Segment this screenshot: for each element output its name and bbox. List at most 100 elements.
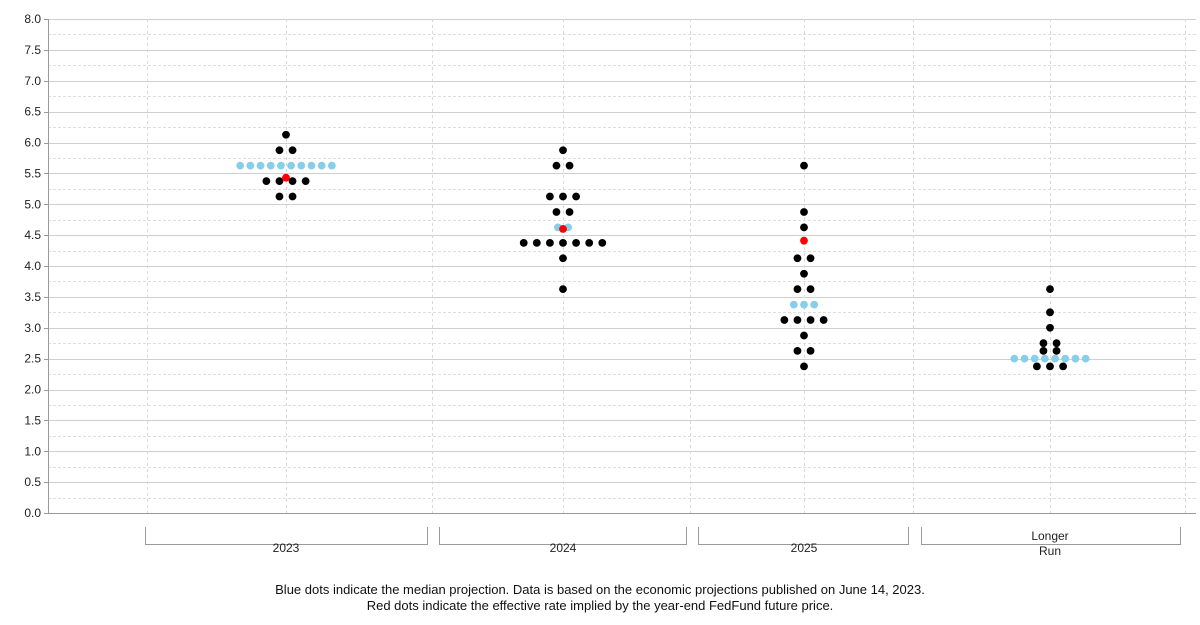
participant-dot xyxy=(793,347,802,355)
participant-dot xyxy=(1039,339,1048,348)
median-dot xyxy=(327,161,336,170)
participant-dot xyxy=(1046,308,1054,317)
y-tick-label: 1.5 xyxy=(24,413,41,427)
median-dot xyxy=(789,300,798,309)
participant-dot xyxy=(572,238,580,247)
median-dot xyxy=(307,161,316,170)
participant-dot xyxy=(793,254,802,263)
participant-dot xyxy=(800,223,808,232)
participant-dot xyxy=(800,362,808,371)
participant-dot xyxy=(546,238,554,247)
implied-rate-dot xyxy=(282,173,290,182)
y-tick-label: 6.0 xyxy=(24,136,41,150)
median-dot xyxy=(1041,354,1049,363)
median-dot xyxy=(317,161,326,170)
participant-dot xyxy=(800,161,808,170)
median-dot xyxy=(256,161,265,170)
median-dot xyxy=(1030,354,1039,363)
participant-dot xyxy=(780,316,789,324)
participant-dot xyxy=(552,208,561,216)
median-dot xyxy=(1071,354,1080,363)
participant-dot xyxy=(275,177,284,185)
participant-dot xyxy=(532,238,541,247)
participant-dot xyxy=(301,177,310,185)
implied-rate-dot xyxy=(800,236,808,245)
caption-line-median: Blue dots indicate the median projection… xyxy=(275,582,925,597)
category-bracket xyxy=(698,527,909,545)
y-tick-label: 7.5 xyxy=(24,43,41,57)
y-tick-label: 8.0 xyxy=(24,12,41,26)
participant-dot xyxy=(288,146,297,155)
participant-dot xyxy=(275,146,284,155)
median-dot xyxy=(1061,354,1070,363)
participant-dot xyxy=(288,192,297,201)
x-tick-label: Longer xyxy=(1031,529,1068,543)
category-bracket xyxy=(145,527,428,545)
participant-dot xyxy=(288,177,297,185)
median-dot xyxy=(236,161,245,170)
participant-dot xyxy=(546,192,554,201)
median-dot xyxy=(287,161,295,170)
participant-dot xyxy=(1046,285,1054,294)
median-dot xyxy=(277,161,285,170)
participant-dot xyxy=(1046,362,1054,371)
participant-dot xyxy=(559,238,567,247)
participant-dot xyxy=(572,192,580,201)
median-dot xyxy=(1051,354,1059,363)
y-tick-label: 1.0 xyxy=(24,444,41,458)
participant-dot xyxy=(800,208,808,216)
participant-dot xyxy=(275,192,284,201)
grid-lines xyxy=(48,19,1196,514)
implied-rate-dot xyxy=(559,225,567,233)
participant-dot xyxy=(565,161,574,170)
participant-dot xyxy=(1059,362,1067,371)
median-dot xyxy=(266,161,275,170)
median-dot xyxy=(1081,354,1090,363)
median-dot xyxy=(246,161,255,170)
participant-dot xyxy=(806,285,815,294)
participant-dot xyxy=(598,238,607,247)
participant-dot xyxy=(519,238,528,247)
x-tick-label: 2023 xyxy=(273,541,300,555)
participant-dot xyxy=(565,208,574,216)
y-tick-label: 3.0 xyxy=(24,321,41,335)
y-tick-label: 6.5 xyxy=(24,105,41,119)
participant-dot xyxy=(1039,347,1048,355)
y-tick-label: 4.5 xyxy=(24,228,41,242)
participant-dot xyxy=(559,254,567,263)
x-tick-label: 2025 xyxy=(791,541,818,555)
y-tick-label: 4.0 xyxy=(24,259,41,273)
y-axis: 0.0 0.5 1.0 1.5 2.0 2.5 3.0 3.5 4.0 4.5 5.0 5.5 6.0 6… xyxy=(24,12,49,520)
participant-dot xyxy=(806,254,815,263)
participant-dot xyxy=(262,177,271,185)
y-tick-label: 2.0 xyxy=(24,383,41,397)
participant-dot xyxy=(559,192,567,201)
y-tick-label: 7.0 xyxy=(24,74,41,88)
y-tick-label: 2.5 xyxy=(24,352,41,366)
participant-dot xyxy=(793,285,802,294)
chart-caption: Blue dots indicate the median projection… xyxy=(0,582,1200,614)
median-dot xyxy=(800,300,808,309)
y-tick-label: 0.5 xyxy=(24,475,41,489)
y-tick-label: 5.5 xyxy=(24,166,41,180)
median-dot xyxy=(1020,354,1029,363)
participant-dot xyxy=(800,269,808,278)
participant-dot xyxy=(800,331,808,340)
x-tick-label: 2024 xyxy=(550,541,577,555)
y-tick-label: 3.5 xyxy=(24,290,41,304)
participant-dot xyxy=(559,285,567,294)
y-tick-label: 5.0 xyxy=(24,197,41,211)
y-tick-label: 0.0 xyxy=(24,506,41,520)
participant-dot xyxy=(793,316,802,324)
participant-dot xyxy=(806,347,815,355)
data-points xyxy=(236,130,1090,371)
category-bracket xyxy=(439,527,687,545)
participant-dot xyxy=(559,146,567,155)
participant-dot xyxy=(1052,347,1061,355)
category-bracket xyxy=(921,527,1181,545)
participant-dot xyxy=(806,316,815,324)
caption-line-red: Red dots indicate the effective rate imp… xyxy=(366,598,834,613)
participant-dot xyxy=(552,161,561,170)
participant-dot xyxy=(585,238,594,247)
